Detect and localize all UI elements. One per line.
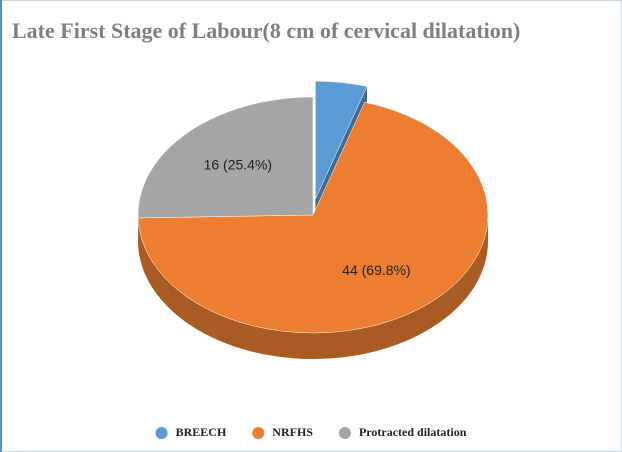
slice bbox=[315, 80, 368, 200]
slice bbox=[137, 96, 314, 219]
data-label: 44 (69.8%) bbox=[342, 262, 410, 278]
legend-swatch bbox=[155, 427, 168, 439]
legend: BREECH NRFHS Protracted dilatation bbox=[155, 425, 467, 439]
legend-swatch bbox=[252, 427, 265, 439]
legend-label: BREECH bbox=[176, 425, 227, 439]
chart-title: Late First Stage of Labour(8 cm of cervi… bbox=[12, 18, 520, 43]
data-label: 16 (25.4%) bbox=[204, 156, 272, 172]
pie: 44 (69.8%) 16 (25.4%) bbox=[137, 80, 489, 359]
legend-label: Protracted dilatation bbox=[359, 425, 467, 439]
slice-side bbox=[138, 215, 489, 359]
slice bbox=[137, 101, 489, 334]
legend-swatch bbox=[338, 427, 351, 439]
legend-label: NRFHS bbox=[272, 425, 313, 439]
